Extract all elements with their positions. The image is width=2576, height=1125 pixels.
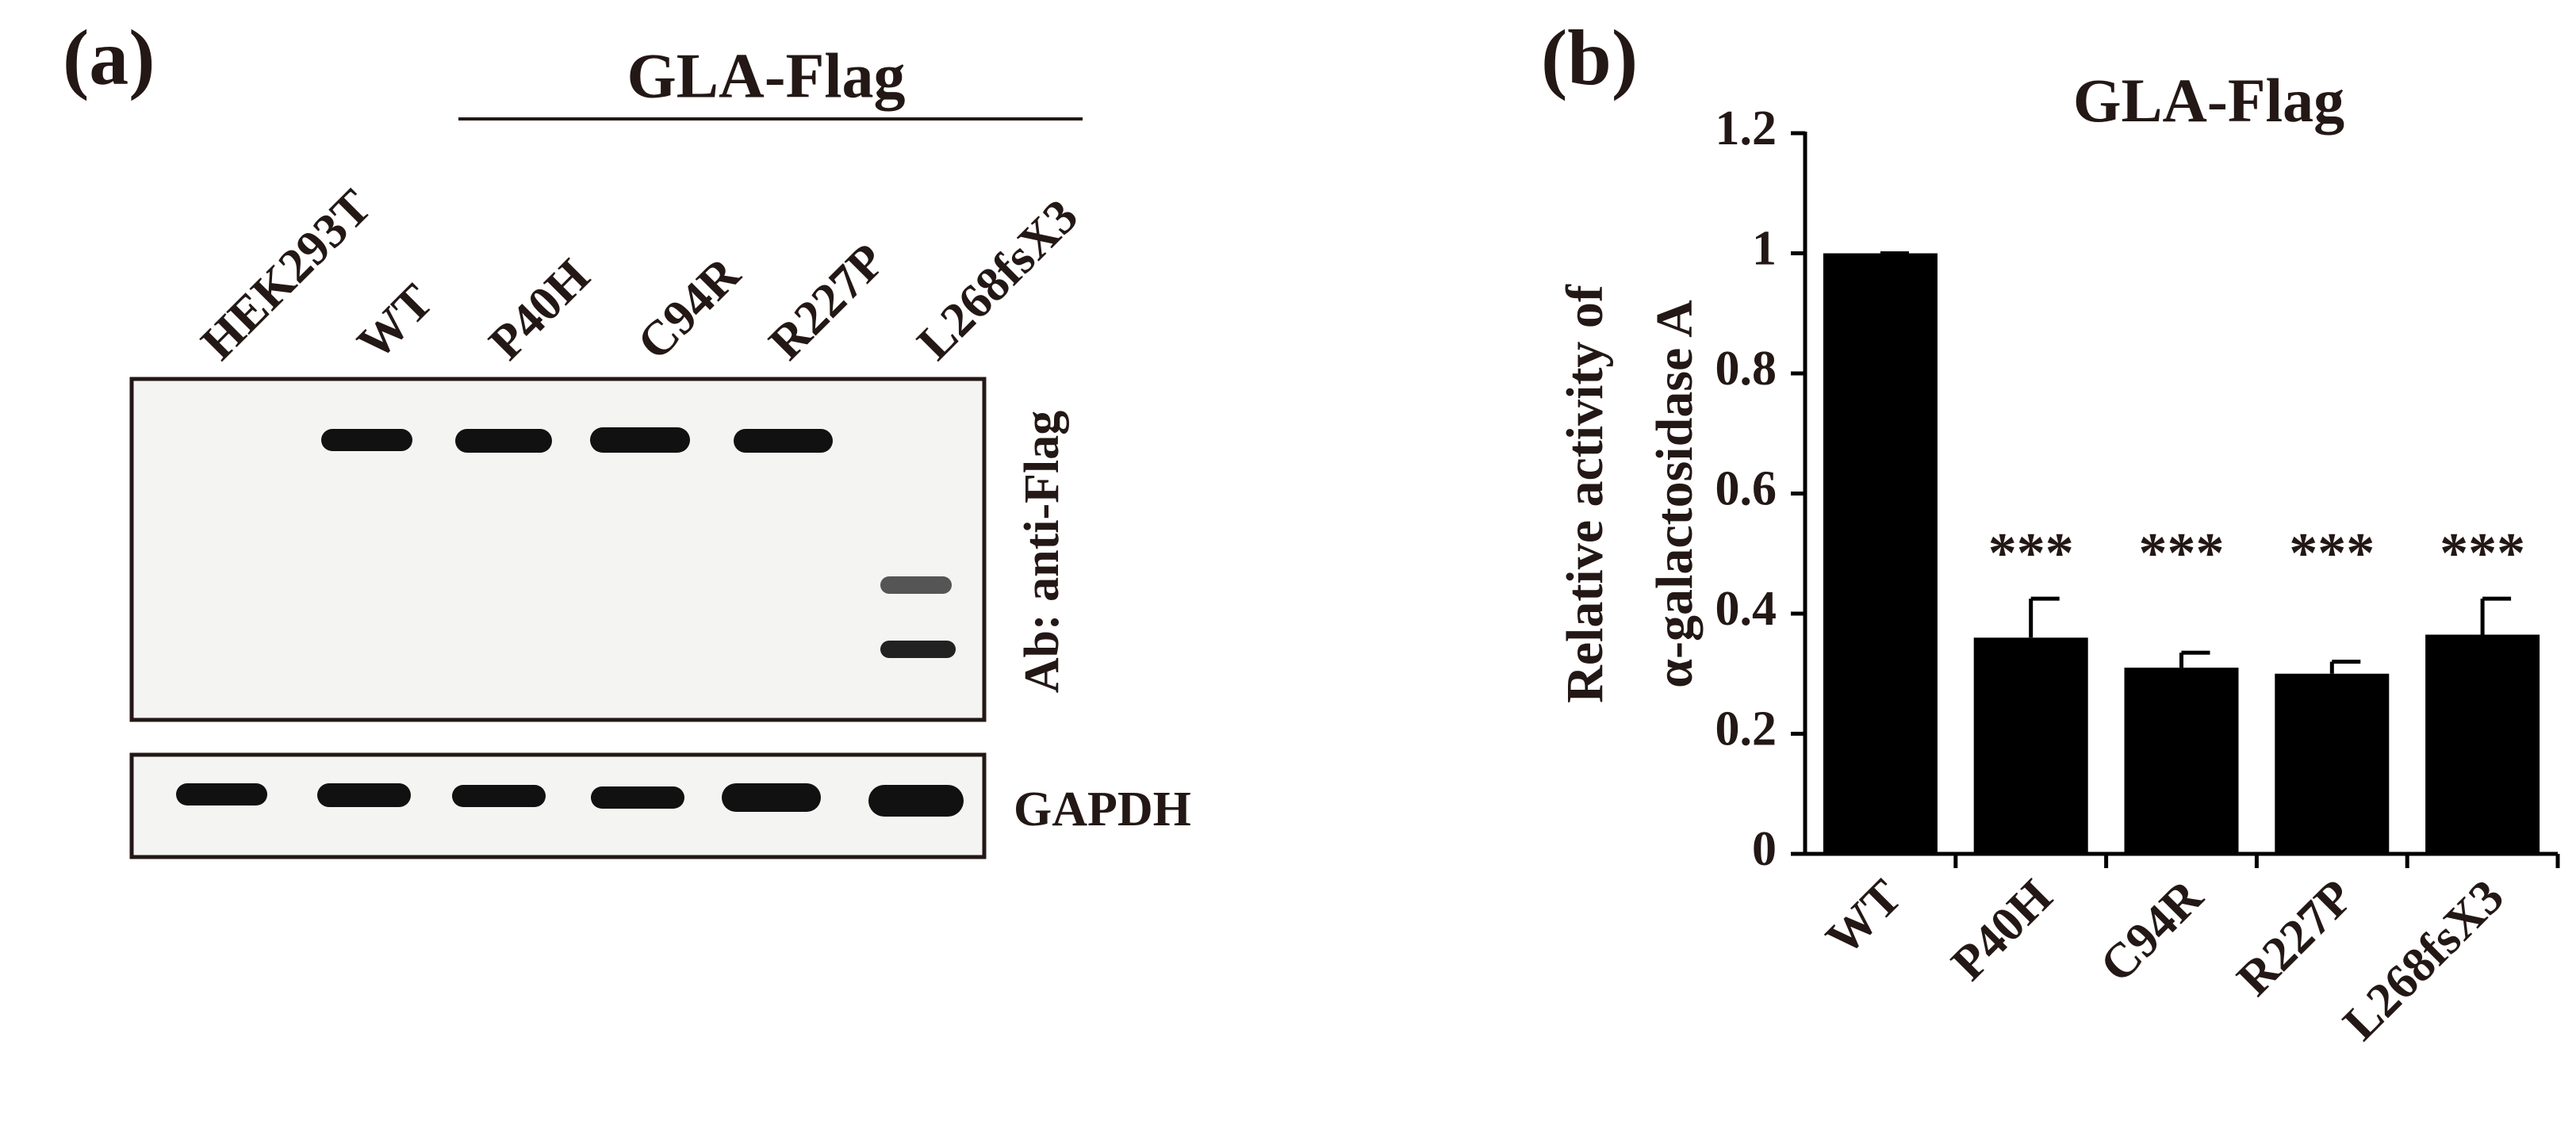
y-axis-label: α-galactosidase A — [1646, 300, 1704, 688]
x-tick-label: WT — [1816, 870, 1912, 966]
y-tick-label: 0.6 — [1715, 462, 1777, 516]
significance-label: *** — [1988, 522, 2074, 585]
band — [880, 576, 952, 594]
lane-label: P40H — [479, 249, 600, 370]
band — [176, 783, 267, 805]
blot-membrane — [129, 752, 987, 859]
significance-label: *** — [2289, 522, 2375, 585]
x-tick-label: R227P — [2227, 870, 2363, 1006]
bar — [2425, 634, 2540, 854]
bar — [2275, 673, 2390, 854]
band — [452, 785, 546, 807]
band — [734, 429, 833, 453]
panel-label: (a) — [63, 13, 155, 101]
band — [321, 429, 412, 451]
band — [880, 641, 956, 658]
x-tick-label: C94R — [2090, 869, 2214, 993]
x-tick-label: L268fsX3 — [2333, 870, 2514, 1050]
significance-label: *** — [2139, 522, 2225, 585]
panel-label: (b) — [1541, 13, 1638, 101]
significance-label: *** — [2440, 522, 2525, 585]
x-tick-label: P40H — [1942, 870, 2063, 991]
y-tick-label: 0 — [1752, 822, 1777, 876]
bar — [1823, 253, 1938, 854]
lane-label: C94R — [627, 247, 751, 370]
y-tick-label: 1 — [1752, 222, 1777, 276]
group-label: GLA-Flag — [627, 41, 905, 111]
y-tick-label: 0.8 — [1715, 342, 1777, 396]
bar — [2124, 668, 2239, 854]
band — [590, 427, 690, 453]
band — [868, 785, 964, 817]
band — [591, 786, 684, 809]
band — [722, 783, 821, 812]
loading-control-label: GAPDH — [1014, 783, 1191, 836]
lane-label: WT — [347, 274, 443, 370]
blot-membrane — [129, 377, 987, 722]
band — [455, 429, 552, 453]
lane-label: R227P — [759, 234, 895, 370]
bands — [176, 427, 964, 817]
y-axis-label: Relative activity of — [1556, 284, 1614, 703]
lane-label: HEK293T — [191, 179, 382, 370]
y-tick-label: 0.4 — [1715, 582, 1777, 636]
band — [317, 783, 411, 807]
y-tick-label: 1.2 — [1715, 101, 1777, 155]
bar — [1973, 637, 2088, 854]
lane-label: L268fsX3 — [907, 189, 1088, 370]
chart-title: GLA-Flag — [2073, 66, 2344, 135]
y-tick-label: 0.2 — [1715, 702, 1777, 756]
antibody-label: Ab: anti-Flag — [1015, 411, 1069, 694]
